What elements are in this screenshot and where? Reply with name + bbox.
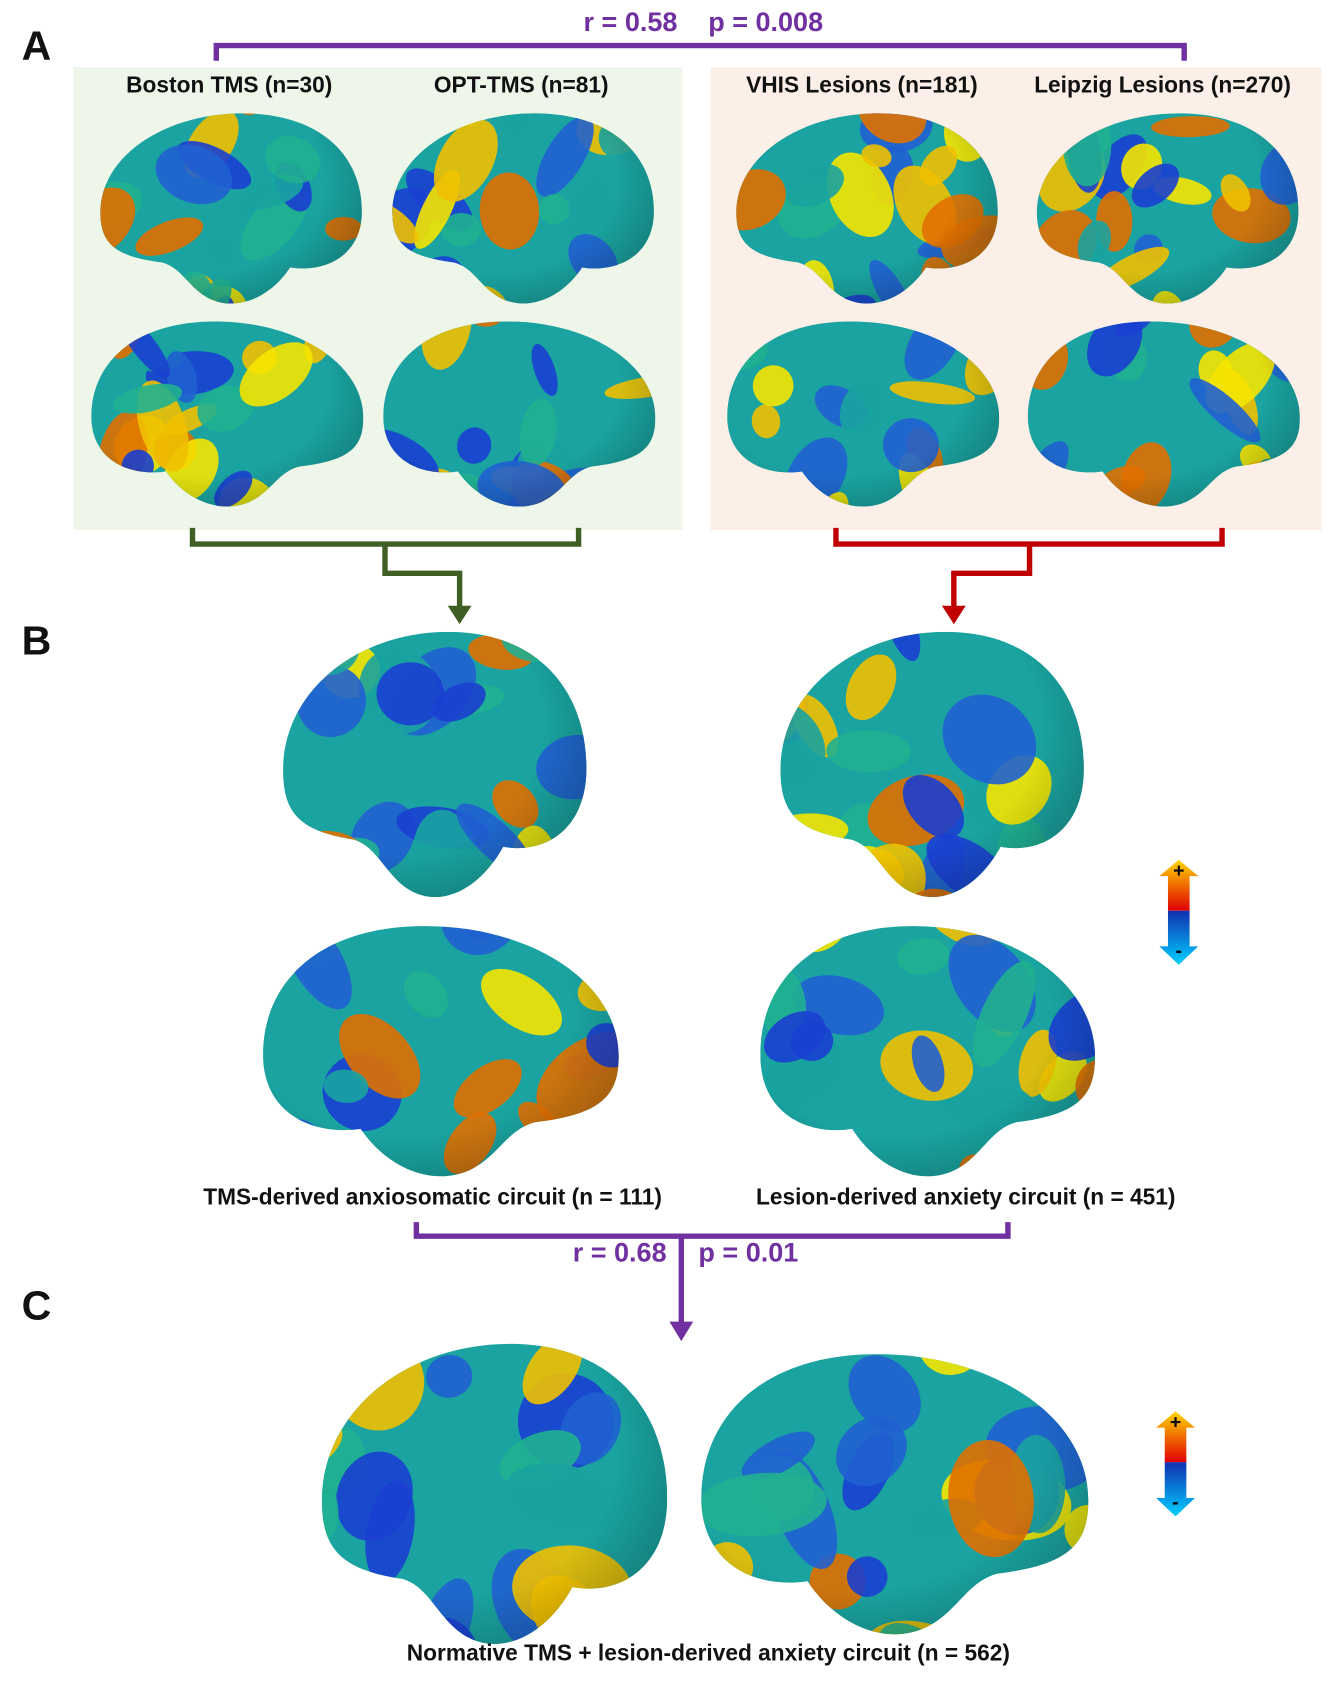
brain-region [302, 842, 346, 897]
brain-map [780, 631, 1084, 947]
brain-map [321, 1343, 668, 1644]
lesion-connector [833, 527, 1225, 608]
panel-label: A [22, 23, 52, 69]
colorbar-negative [1156, 1462, 1196, 1517]
colorbar-positive [1159, 859, 1199, 911]
brain-shading [263, 926, 619, 1177]
r-value: r = 0.58 [584, 7, 678, 37]
brain-shading [780, 631, 1084, 897]
brain-region [422, 1205, 512, 1312]
brain-map [736, 113, 998, 304]
brain-region [1069, 525, 1127, 590]
colorbar-positive [1156, 1411, 1196, 1463]
colorbar-minus: - [1176, 940, 1182, 962]
correlation-bracket [413, 1222, 1011, 1325]
brain-map [100, 113, 362, 304]
tms-connector [189, 527, 582, 608]
dataset-header: Leipzig Lesions (n=270) [1034, 72, 1291, 98]
p-value: p = 0.008 [708, 7, 823, 37]
combined-caption: Normative TMS + lesion-derived anxiety c… [407, 1640, 1010, 1666]
colorbar-negative [1159, 910, 1199, 965]
correlation-bracket [213, 42, 1187, 61]
colorbar-minus: - [1172, 1491, 1178, 1513]
colorbar-plus: + [1170, 1411, 1181, 1433]
arrow-head [669, 1321, 694, 1342]
brain-region [916, 1256, 1027, 1349]
colorbar: + - [1156, 1411, 1196, 1517]
brain-region [122, 538, 168, 582]
brain-shading [283, 631, 587, 897]
brain-map [701, 1256, 1089, 1635]
arrow-head [941, 605, 966, 625]
circuit-caption: Lesion-derived anxiety circuit (n = 451) [756, 1183, 1176, 1209]
brain-shading [701, 1354, 1089, 1635]
brain-region [991, 892, 1048, 947]
colorbar-plus: + [1173, 860, 1184, 882]
dataset-header: VHIS Lesions (n=181) [746, 72, 978, 98]
circuit-caption: TMS-derived anxiosomatic circuit (n = 11… [203, 1183, 662, 1209]
brain-shading [321, 1343, 668, 1644]
brain-shading [760, 926, 1096, 1177]
p-value: p = 0.01 [698, 1238, 798, 1268]
colorbar: + - [1159, 859, 1199, 965]
brain-region [780, 631, 820, 688]
dataset-header: OPT-TMS (n=81) [434, 72, 609, 98]
panel-label: B [22, 617, 52, 663]
arrow-head [447, 605, 472, 625]
brain-map [760, 926, 1096, 1177]
panel-label: C [22, 1283, 52, 1329]
r-value: r = 0.68 [573, 1238, 667, 1268]
brain-map [283, 631, 587, 897]
dataset-header: Boston TMS (n=30) [126, 72, 332, 98]
